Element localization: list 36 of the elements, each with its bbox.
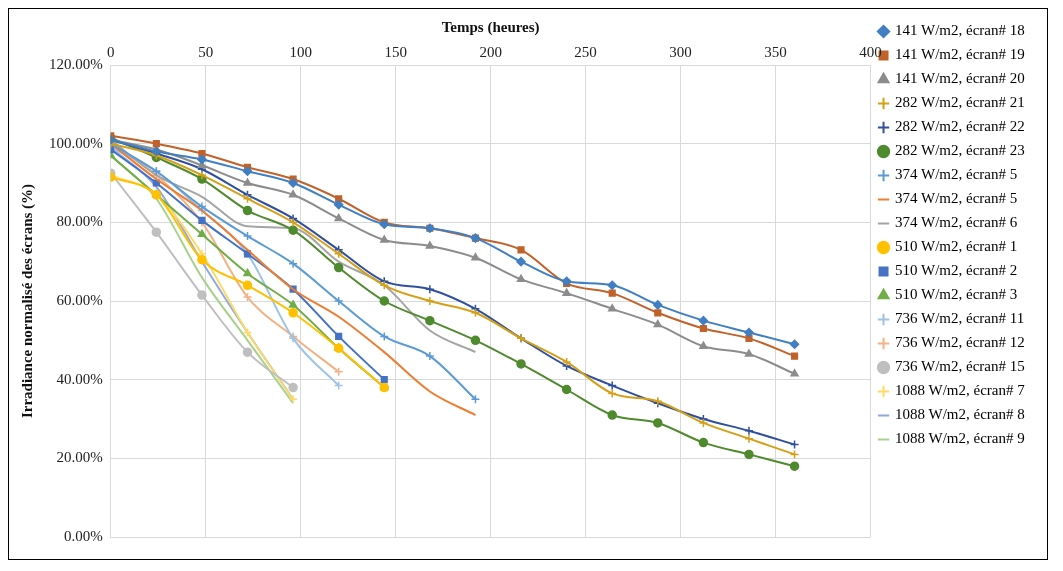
y-tick-label: 20.00% [56, 449, 103, 466]
x-tick-label: 400 [859, 43, 882, 60]
legend-label: 510 W/m2, écran# 1 [895, 238, 1018, 255]
y-tick-label: 40.00% [56, 370, 103, 387]
legend-label: 141 W/m2, écran# 18 [895, 22, 1025, 39]
y-tick-label: 0.00% [64, 527, 103, 544]
legend-label: 510 W/m2, écran# 2 [895, 262, 1018, 279]
x-tick-label: 300 [669, 43, 692, 60]
legend-label: 282 W/m2, écran# 21 [895, 94, 1025, 111]
legend-label: 374 W/m2, écran# 6 [895, 214, 1018, 231]
y-tick-label: 80.00% [56, 213, 103, 230]
y-axis-title: Irradiance normalisé des écrans (%) [18, 183, 36, 419]
legend-label: 736 W/m2, écran# 15 [895, 358, 1025, 375]
x-tick-label: 100 [289, 43, 312, 60]
y-tick-label: 100.00% [49, 134, 103, 151]
x-tick-label: 0 [107, 43, 115, 60]
legend-label: 1088 W/m2, écran# 9 [895, 430, 1025, 447]
legend-label: 736 W/m2, écran# 11 [895, 310, 1025, 327]
legend-label: 374 W/m2, écran# 5 [895, 166, 1018, 183]
x-tick-label: 50 [198, 43, 214, 60]
x-tick-label: 250 [574, 43, 597, 60]
legend-label: 141 W/m2, écran# 19 [895, 46, 1025, 63]
legend-label: 141 W/m2, écran# 20 [895, 70, 1025, 87]
x-tick-label: 350 [764, 43, 787, 60]
legend-label: 1088 W/m2, écran# 8 [895, 406, 1025, 423]
legend-label: 282 W/m2, écran# 22 [895, 118, 1025, 135]
x-axis-title: Temps (heures) [441, 18, 540, 36]
y-tick-label: 120.00% [49, 55, 103, 72]
legend-label: 374 W/m2, écran# 5 [895, 190, 1018, 207]
legend-label: 736 W/m2, écran# 12 [895, 334, 1025, 351]
y-tick-label: 60.00% [56, 291, 103, 308]
x-tick-label: 200 [479, 43, 502, 60]
legend-label: 282 W/m2, écran# 23 [895, 142, 1025, 159]
legend-label: 510 W/m2, écran# 3 [895, 286, 1018, 303]
x-tick-label: 150 [384, 43, 407, 60]
legend-label: 1088 W/m2, écran# 7 [895, 382, 1026, 399]
